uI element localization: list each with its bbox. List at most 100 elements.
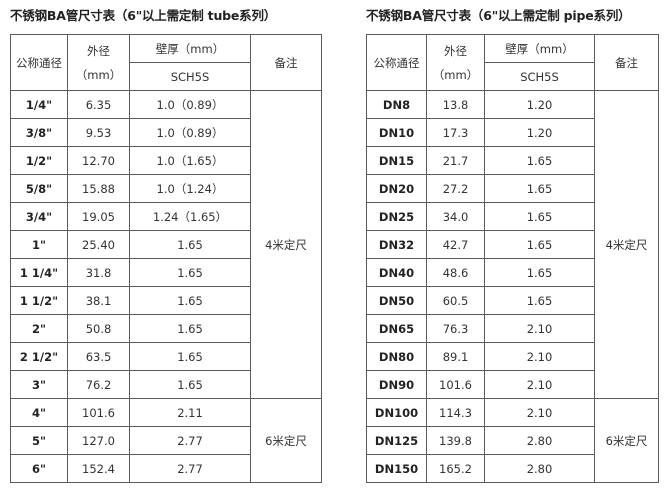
cell-outer-diameter: 60.5 [426,286,485,315]
cell-outer-diameter: 139.8 [426,426,485,455]
table-row: DN20 27.2 1.65 [366,174,659,203]
header-nominal: 公称通径 [10,34,68,91]
cell-outer-diameter: 76.3 [426,314,485,343]
cell-nominal: 1" [10,230,68,259]
cell-outer-diameter: 6.35 [67,90,130,119]
table-row: DN100 114.3 2.10 6米定尺 [366,398,659,483]
cell-nominal: DN40 [366,258,427,287]
cell-outer-diameter: 25.40 [67,230,130,259]
cell-nominal: DN125 [366,426,427,455]
cell-wall-thickness: 1.65 [484,202,595,231]
cell-outer-diameter: 9.53 [67,118,130,147]
header-remark: 备注 [594,34,659,91]
table-row: 6" 152.4 2.77 [10,454,322,483]
cell-wall-thickness: 1.20 [484,90,595,119]
header-od-line2: （mm） [75,67,122,82]
cell-outer-diameter: 127.0 [67,426,130,455]
header-wall: 壁厚（mm） [484,34,595,63]
header-schedule: SCH5S [484,62,595,91]
cell-outer-diameter: 34.0 [426,202,485,231]
pipe-size-panel: 不锈钢BA管尺寸表（6"以上需定制 pipe系列） 公称通径 外径 （mm） 壁… [366,0,659,483]
cell-nominal: 2" [10,314,68,343]
header-remark: 备注 [250,34,322,91]
cell-outer-diameter: 101.6 [67,398,130,427]
cell-wall-thickness: 1.65 [129,314,251,343]
cell-outer-diameter: 21.7 [426,146,485,175]
cell-outer-diameter: 38.1 [67,286,130,315]
cell-outer-diameter: 31.8 [67,258,130,287]
cell-wall-thickness: 2.10 [484,342,595,371]
cell-wall-thickness: 2.11 [129,398,251,427]
cell-wall-thickness: 1.0（1.24） [129,174,251,203]
cell-nominal: 3" [10,370,68,399]
cell-wall-thickness: 2.77 [129,454,251,483]
cell-wall-thickness: 1.65 [484,230,595,259]
cell-wall-thickness: 1.65 [129,258,251,287]
cell-wall-thickness: 1.20 [484,118,595,147]
cell-outer-diameter: 165.2 [426,454,485,483]
cell-outer-diameter: 48.6 [426,258,485,287]
cell-wall-thickness: 1.0（0.89） [129,90,251,119]
cell-nominal: DN32 [366,230,427,259]
table-row: DN150 165.2 2.80 [366,454,659,483]
cell-nominal: DN150 [366,454,427,483]
header-wall: 壁厚（mm） [129,34,251,63]
cell-nominal: 1 1/4" [10,258,68,287]
table-row: DN8 13.8 1.20 4米定尺 [366,90,659,399]
table-row: 3/8" 9.53 1.0（0.89） [10,118,322,147]
table-row: 5" 127.0 2.77 [10,426,322,455]
header-od: 外径 （mm） [67,34,130,91]
cell-nominal: 1 1/2" [10,286,68,315]
table-row: DN90 101.6 2.10 [366,370,659,399]
cell-wall-thickness: 1.0（1.65） [129,146,251,175]
table-row: 2" 50.8 1.65 [10,314,322,343]
cell-outer-diameter: 101.6 [426,370,485,399]
tube-size-table: 公称通径 外径 （mm） 壁厚（mm） 备注 SCH5S 1/4" 6.35 1.0… [10,34,322,483]
cell-remark-4m: 4米定尺 [594,90,659,399]
cell-remark-6m: 6米定尺 [594,398,659,483]
table-row: DN50 60.5 1.65 [366,286,659,315]
table-row: 5/8" 15.88 1.0（1.24） [10,174,322,203]
cell-wall-thickness: 1.65 [129,342,251,371]
cell-wall-thickness: 1.65 [129,286,251,315]
cell-nominal: DN100 [366,398,427,427]
cell-nominal: DN50 [366,286,427,315]
cell-outer-diameter: 13.8 [426,90,485,119]
cell-outer-diameter: 27.2 [426,174,485,203]
cell-outer-diameter: 19.05 [67,202,130,231]
pipe-table-title: 不锈钢BA管尺寸表（6"以上需定制 pipe系列） [366,8,631,23]
table-row: 1/2" 12.70 1.0（1.65） [10,146,322,175]
cell-nominal: DN80 [366,342,427,371]
cell-remark-4m: 4米定尺 [250,90,322,399]
cell-nominal: DN65 [366,314,427,343]
cell-nominal: 1/2" [10,146,68,175]
cell-nominal: 3/4" [10,202,68,231]
header-nominal: 公称通径 [366,34,427,91]
cell-outer-diameter: 152.4 [67,454,130,483]
tube-size-panel: 不锈钢BA管尺寸表（6"以上需定制 tube系列） 公称通径 外径 （mm） 壁… [10,0,322,483]
cell-nominal: DN25 [366,202,427,231]
table-row: DN80 89.1 2.10 [366,342,659,371]
cell-outer-diameter: 76.2 [67,370,130,399]
cell-nominal: DN15 [366,146,427,175]
cell-nominal: 6" [10,454,68,483]
cell-remark-6m: 6米定尺 [250,398,322,483]
cell-wall-thickness: 2.80 [484,454,595,483]
cell-nominal: 5/8" [10,174,68,203]
table-row: 3" 76.2 1.65 [10,370,322,399]
table-row: 4" 101.6 2.11 6米定尺 [10,398,322,483]
cell-outer-diameter: 12.70 [67,146,130,175]
table-row: 1/4" 6.35 1.0（0.89） 4米定尺 [10,90,322,399]
cell-nominal: DN90 [366,370,427,399]
cell-wall-thickness: 2.80 [484,426,595,455]
cell-outer-diameter: 63.5 [67,342,130,371]
header-od-line1: 外径 [444,43,467,58]
table-row: DN25 34.0 1.65 [366,202,659,231]
table-row: 1 1/2" 38.1 1.65 [10,286,322,315]
header-od: 外径 （mm） [426,34,485,91]
header-od-line2: （mm） [432,67,479,82]
cell-outer-diameter: 114.3 [426,398,485,427]
cell-nominal: DN8 [366,90,427,119]
cell-wall-thickness: 1.65 [484,258,595,287]
cell-nominal: DN10 [366,118,427,147]
